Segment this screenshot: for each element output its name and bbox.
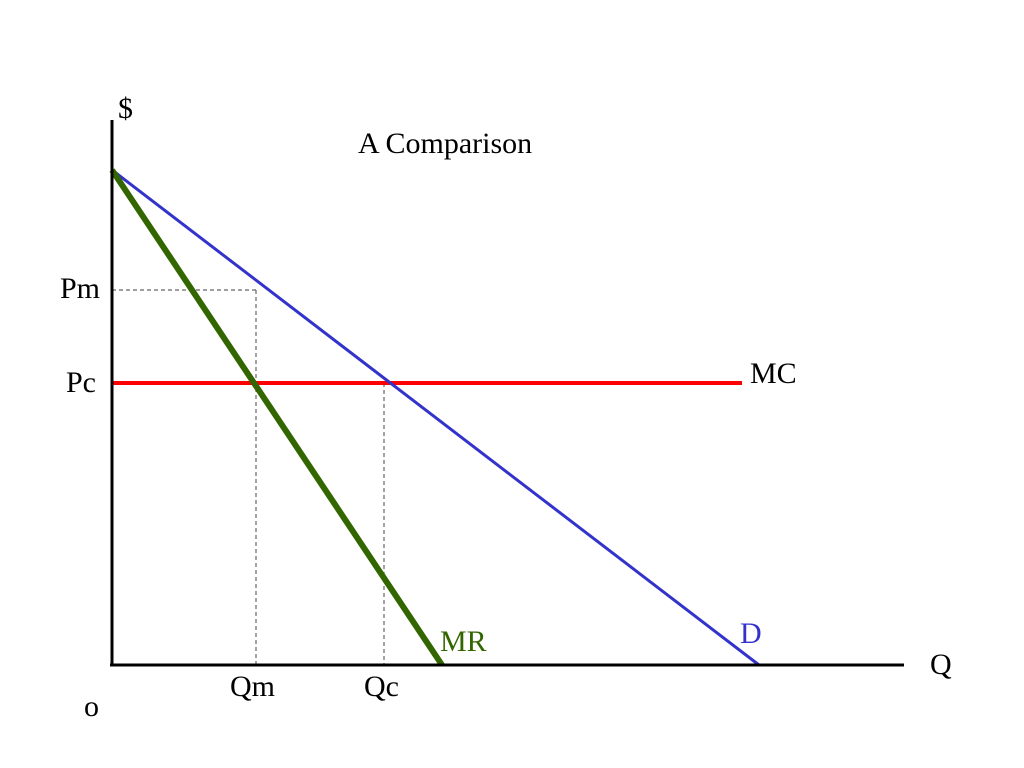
chart-title: A Comparison <box>358 127 532 160</box>
mr-curve <box>109 168 445 667</box>
mr-label: MR <box>440 625 487 658</box>
pm-label: Pm <box>60 272 100 305</box>
qm-label: Qm <box>230 670 275 703</box>
qc-label: Qc <box>364 670 399 703</box>
x-axis-label: Q <box>930 648 952 681</box>
demand-curve <box>111 168 760 667</box>
demand-label: D <box>740 617 762 650</box>
origin-label: o <box>84 690 99 723</box>
mc-label: MC <box>750 357 797 390</box>
guide-lines <box>112 289 385 665</box>
pc-label: Pc <box>66 366 96 399</box>
y-axis-label: $ <box>118 92 133 125</box>
